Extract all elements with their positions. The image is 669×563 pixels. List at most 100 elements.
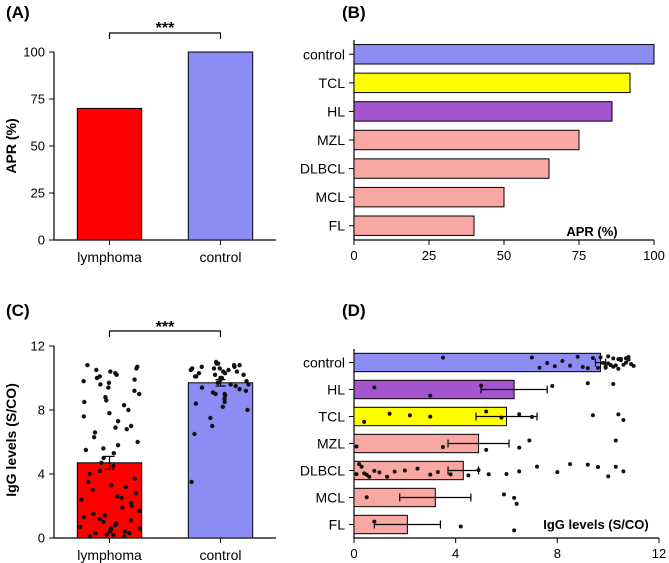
panel-c-data-point [111,532,116,537]
panel-d-data-point [392,469,397,474]
panel-a-x-tick-label: lymphoma [77,249,142,265]
panel-d-data-point [606,474,611,479]
panel-c-data-point [94,367,99,373]
panel-d-data-point [479,383,484,388]
panel-b-bar-MZL [353,129,580,151]
panel-c-data-point [243,388,249,393]
panel-c-significance: *** [156,319,175,336]
panel-d-data-point [440,445,445,450]
panel-c-data-point [136,391,142,397]
panel-d-data-point [631,363,636,368]
panel-c-data-point [193,401,199,406]
panel-c-data-point [106,380,112,385]
panel-d-data-point [402,468,407,473]
panel-c-data-point [87,471,93,477]
panel-c-data-point [111,451,116,456]
panel-c-significance-bracket [108,330,222,337]
panel-c-data-point [241,372,246,377]
panel-c-data-point [104,532,109,537]
panel-d-data-point [575,354,580,359]
panel-d-data-point [626,357,631,362]
panel-d-data-point [529,414,534,419]
panel-d-data-point [585,462,590,467]
panel-d-x-tick-label: 4 [452,546,459,561]
panel-d-data-point [601,360,606,365]
panel-b-bar-control [353,44,655,65]
panel-b-bar-TCL [353,72,631,94]
panel-c-data-point [237,387,242,392]
panel-c-data-point [106,385,111,390]
panel-d-data-point [529,355,534,360]
panel-d-data-point [603,364,608,369]
panel-c-y-tick-label: 0 [38,531,45,546]
panel-d-data-point [590,413,595,418]
panel-c-data-point [83,447,89,453]
panel-d-data-point [517,412,522,417]
panel-c-data-point [128,423,134,429]
panel-b-bar-MCL [353,186,505,208]
panel-d-data-point [613,464,618,469]
panel-d-data-point [367,474,372,479]
panel-c-data-point [135,439,140,445]
panel-c-data-point [222,399,227,405]
panel-c-data-point [237,363,242,368]
panel-c-data-point [126,407,131,413]
panel-c-x-tick-label: control [199,547,241,563]
panel-a-y-tick-label: 75 [31,92,45,107]
panel-c-data-point [90,487,96,493]
panel-c-data-point [124,427,129,432]
panel-c-data-point [91,511,96,517]
panel-d-data-point [484,409,489,414]
panel-d-y-tick-label: TCL [319,409,346,425]
panel-b-x-tick-label: 100 [643,248,665,263]
panel-c-data-point [108,526,114,531]
panel-d-data-point [428,414,433,419]
panel-c-y-tick-label: 8 [38,403,45,418]
panel-b-y-tick-label: MCL [315,189,345,205]
panel-b-y-tick-label: control [303,46,345,62]
panel-d-data-point [616,412,621,417]
panel-d-data-point [512,495,517,500]
panel-c-data-point [115,419,121,424]
panel-d-data-point [435,470,440,475]
panel-d-data-point [354,444,359,449]
panel-c-data-point [226,367,231,373]
panel-c-data-point [196,371,202,376]
panel-d-data-point [484,447,489,452]
panel-c-data-point [127,531,132,536]
panel-d-y-tick-label: control [303,355,345,371]
panel-d-data-point [440,355,445,360]
panel-d-data-point [512,528,517,533]
panel-d-data-point [613,438,618,443]
panel-c-data-point [82,399,87,405]
panel-c-data-point [208,415,213,421]
panel-c-y-axis-label: IgG levels (S/CO) [3,383,19,497]
panel-c-data-point [107,411,112,416]
panel-c-data-point [245,407,250,413]
panel-d-data-point [552,364,557,369]
panel-d-data-point [486,472,491,477]
panel-c-data-point [132,377,137,382]
panel-c-data-point [132,476,137,481]
panel-label-c: (C) [6,301,30,320]
panel-d-data-point [580,364,585,369]
panel-c-data-point [115,443,121,448]
panel-b-y-tick-label: MZL [317,132,345,148]
panel-d-data-point [501,492,506,497]
panel-b-y-tick-label: HL [327,103,345,119]
panel-a-x-tick-label: control [199,249,241,265]
panel-c-data-point [213,359,219,365]
panel-d-data-point [504,471,509,476]
panel-d-data-point [585,366,590,371]
panel-a-bar-control [187,51,254,241]
panel-c-data-point [137,526,142,531]
panel-b-bar-HL [353,101,613,122]
panel-c-data-point [123,484,128,489]
panel-c-data-point [213,391,218,397]
panel-c-data-point [121,534,127,539]
panel-label-a: (A) [6,3,30,22]
panel-c-data-point [98,382,103,387]
panel-d-data-point [428,393,433,398]
panel-c-data-point [212,372,218,377]
